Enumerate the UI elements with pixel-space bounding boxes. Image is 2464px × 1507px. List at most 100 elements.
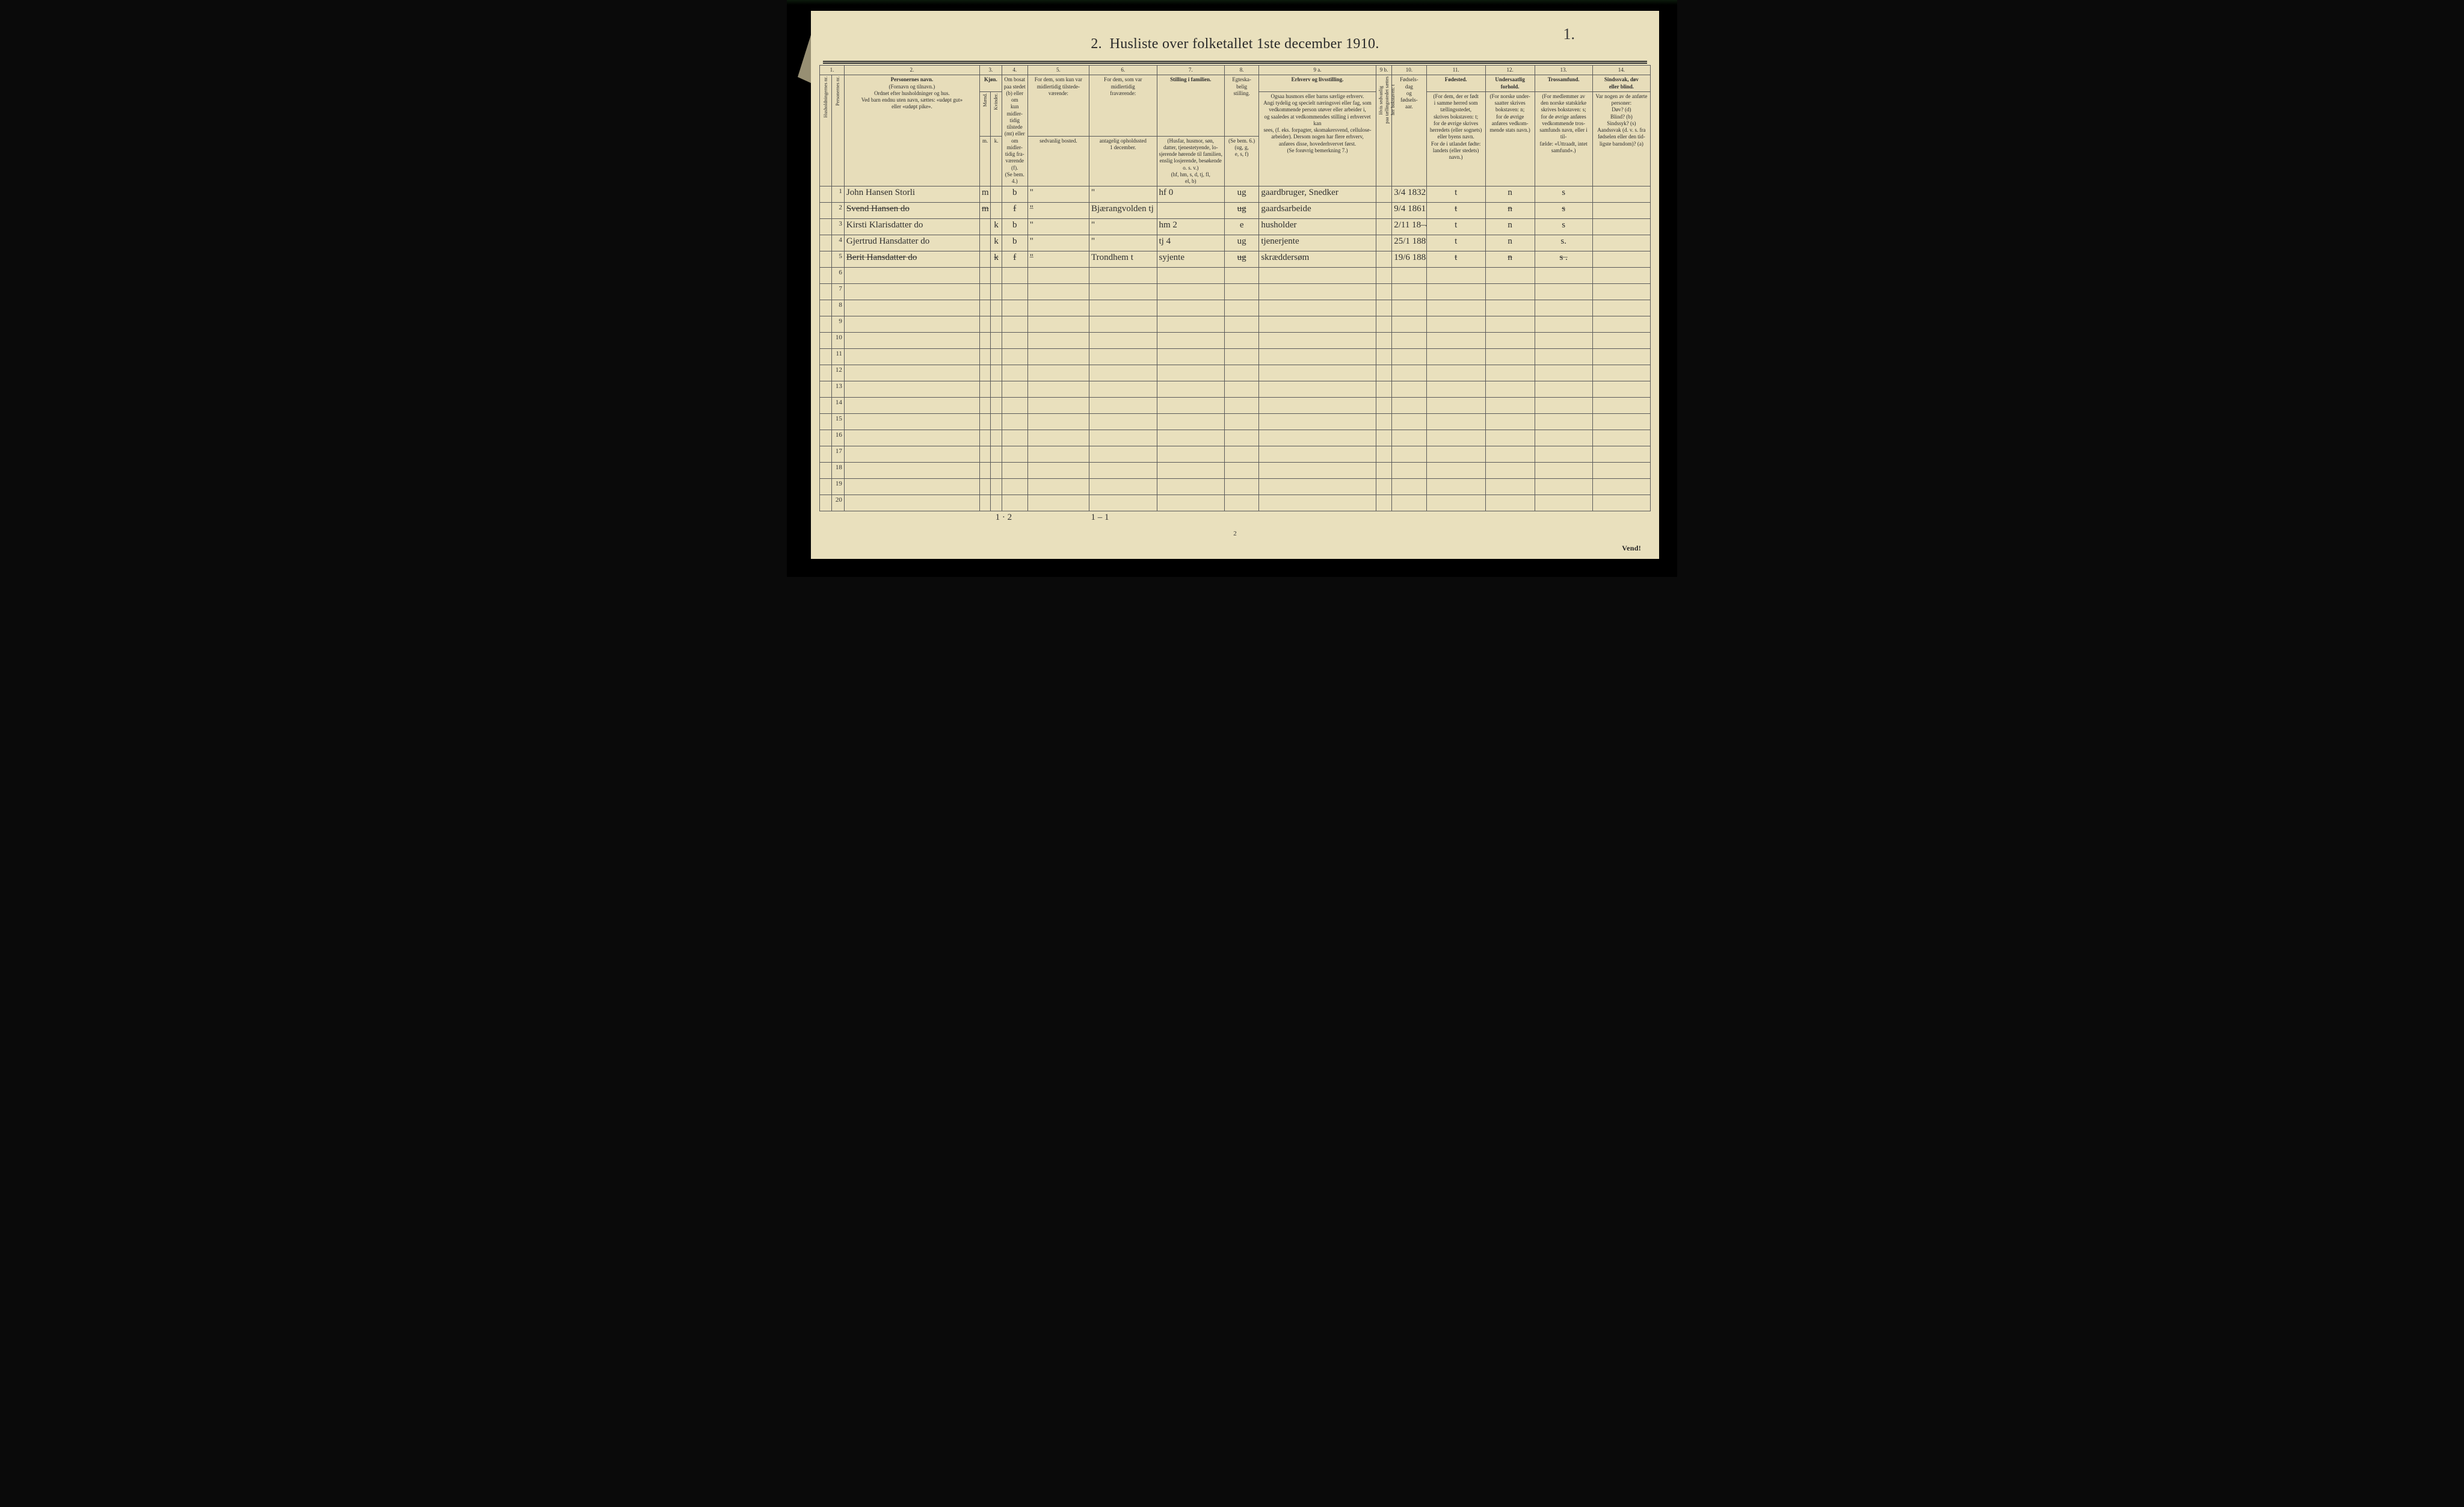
cell-fodselsdato	[1392, 495, 1426, 511]
hdr-erhverv-sub: Ogsaa husmors eller barns særlige erhver…	[1259, 91, 1376, 186]
cell-name: Gjertrud Hansdatter do	[844, 235, 979, 251]
cell-fodselsdato	[1392, 365, 1426, 381]
cell-pers-nr: 7	[832, 284, 844, 300]
hdr-fodested-title: Fødested.	[1426, 75, 1485, 92]
cell-c9b	[1376, 365, 1392, 381]
cell-name	[844, 495, 979, 511]
cell-c9b	[1376, 251, 1392, 268]
cell-sex_k	[991, 186, 1002, 203]
cell-midl_tilstede	[1027, 316, 1089, 333]
table-row: 16	[820, 430, 1651, 446]
cell-familiestilling	[1157, 414, 1225, 430]
cell-undersaat	[1485, 349, 1535, 365]
cell-erhverv	[1259, 349, 1376, 365]
cell-midl_tilstede: "	[1027, 203, 1089, 219]
cell-fodested	[1426, 495, 1485, 511]
cell-name	[844, 446, 979, 463]
colnum-8: 8.	[1225, 66, 1259, 75]
table-row: 1John Hansen Storlimb""hf 0uggaardbruger…	[820, 186, 1651, 203]
colnum-10: 10.	[1392, 66, 1426, 75]
cell-c9b	[1376, 300, 1392, 316]
table-row: 5Berit Hansdatter dokf"Trondhem tsyjente…	[820, 251, 1651, 268]
cell-egteskab: e	[1225, 219, 1259, 235]
cell-undersaat: n	[1485, 235, 1535, 251]
cell-pers-nr: 17	[832, 446, 844, 463]
cell-midl_fravar	[1089, 463, 1157, 479]
hdr-undersaat-sub: (For norske under- saatter skrives bokst…	[1485, 91, 1535, 186]
cell-trossamfund	[1535, 316, 1592, 333]
cell-fodselsdato	[1392, 284, 1426, 300]
cell-midl_fravar	[1089, 316, 1157, 333]
cell-sex_m	[979, 333, 990, 349]
cell-familiestilling	[1157, 479, 1225, 495]
cell-undersaat	[1485, 284, 1535, 300]
cell-sindssvak	[1592, 430, 1650, 446]
table-row: 11	[820, 349, 1651, 365]
cell-hh-nr	[820, 203, 832, 219]
cell-pers-nr: 10	[832, 333, 844, 349]
cell-fodested	[1426, 463, 1485, 479]
cell-sex_m	[979, 251, 990, 268]
cell-familiestilling	[1157, 268, 1225, 284]
cell-sex_k	[991, 284, 1002, 300]
cell-sex_k	[991, 414, 1002, 430]
cell-egteskab	[1225, 316, 1259, 333]
cell-sex_k	[991, 268, 1002, 284]
cell-pers-nr: 20	[832, 495, 844, 511]
cell-familiestilling	[1157, 463, 1225, 479]
cell-fodselsdato: 9/4 1861	[1392, 203, 1426, 219]
cell-sex_k	[991, 446, 1002, 463]
cell-familiestilling	[1157, 398, 1225, 414]
cell-midl_fravar	[1089, 398, 1157, 414]
cell-midl_fravar	[1089, 349, 1157, 365]
cell-sindssvak	[1592, 268, 1650, 284]
cell-pers-nr: 8	[832, 300, 844, 316]
hdr-midl-fravar: For dem, som var midlertidig fraværende:	[1089, 75, 1157, 136]
cell-c9b	[1376, 186, 1392, 203]
colnum-14: 14.	[1592, 66, 1650, 75]
cell-fodselsdato	[1392, 381, 1426, 398]
cell-fodested	[1426, 381, 1485, 398]
hdr-9b: Hvis sedvanlig paa tællingsstedet sættes…	[1376, 75, 1392, 186]
cell-sex_m	[979, 430, 990, 446]
cell-egteskab	[1225, 268, 1259, 284]
table-header: 1. 2. 3. 4. 5. 6. 7. 8. 9 a. 9 b. 10. 11…	[820, 66, 1651, 186]
cell-hh-nr	[820, 495, 832, 511]
cell-familiestilling	[1157, 495, 1225, 511]
cell-undersaat	[1485, 268, 1535, 284]
cell-name: Svend Hansen do	[844, 203, 979, 219]
cell-fodselsdato	[1392, 300, 1426, 316]
cell-trossamfund: s .	[1535, 251, 1592, 268]
table-row: 13	[820, 381, 1651, 398]
cell-undersaat	[1485, 463, 1535, 479]
table-body: 1John Hansen Storlimb""hf 0uggaardbruger…	[820, 186, 1651, 511]
cell-midl_fravar	[1089, 430, 1157, 446]
cell-sex_m	[979, 446, 990, 463]
cell-trossamfund	[1535, 300, 1592, 316]
cell-fodested	[1426, 430, 1485, 446]
cell-bosat	[1002, 398, 1027, 414]
title-prefix: 2.	[1091, 36, 1102, 52]
table-row: 18	[820, 463, 1651, 479]
table-row: 20	[820, 495, 1651, 511]
cell-fodested: t	[1426, 203, 1485, 219]
cell-fodested	[1426, 414, 1485, 430]
colnum-1: 1.	[820, 66, 845, 75]
colnum-11: 11.	[1426, 66, 1485, 75]
cell-sindssvak	[1592, 398, 1650, 414]
hdr-fodested-sub: (For dem, der er født i samme herred som…	[1426, 91, 1485, 186]
cell-sindssvak	[1592, 333, 1650, 349]
cell-sex_k: k	[991, 235, 1002, 251]
cell-familiestilling: hm 2	[1157, 219, 1225, 235]
cell-midl_tilstede	[1027, 284, 1089, 300]
cell-name: Kirsti Klarisdatter do	[844, 219, 979, 235]
cell-midl_tilstede: "	[1027, 186, 1089, 203]
cell-sex_k	[991, 479, 1002, 495]
hdr-fodsel: Fødsels- dag og fødsels- aar.	[1392, 75, 1426, 186]
cell-egteskab	[1225, 446, 1259, 463]
cell-erhverv: skræddersøm	[1259, 251, 1376, 268]
cell-name	[844, 398, 979, 414]
census-table: 1. 2. 3. 4. 5. 6. 7. 8. 9 a. 9 b. 10. 11…	[819, 65, 1651, 528]
cell-sindssvak	[1592, 235, 1650, 251]
cell-c9b	[1376, 284, 1392, 300]
